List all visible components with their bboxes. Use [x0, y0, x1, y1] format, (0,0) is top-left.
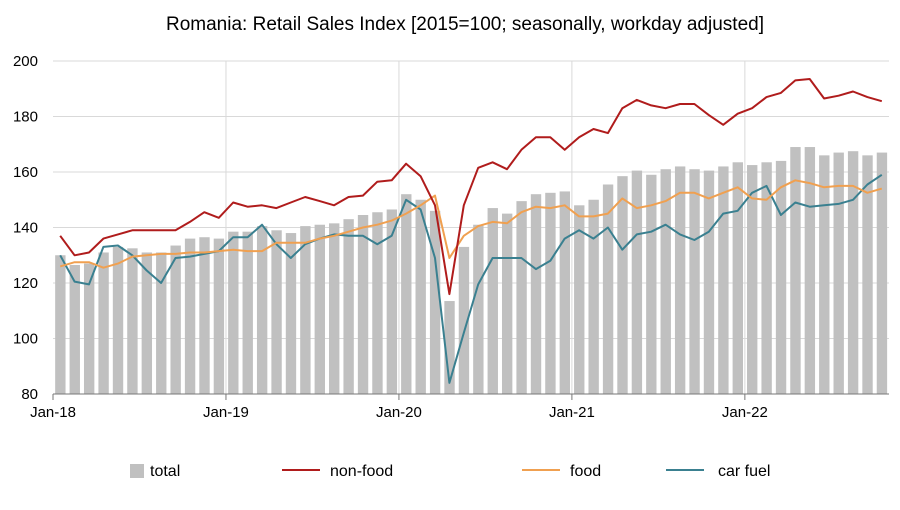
bar-total	[588, 199, 599, 394]
bar-total	[415, 199, 426, 394]
bar-total	[83, 263, 95, 394]
bar-total	[199, 237, 210, 394]
bar-total	[372, 212, 383, 394]
y-tick-label: 160	[13, 164, 38, 181]
legend-item-car-fuel: car fuel	[666, 463, 770, 481]
bar-total	[660, 169, 671, 394]
bar-total	[429, 210, 441, 394]
bar-total	[847, 151, 859, 394]
bar-total	[213, 238, 225, 394]
legend-item-non-food: non-food	[282, 463, 393, 481]
bar-total	[689, 169, 700, 394]
bar-total	[775, 160, 787, 394]
bar-total	[184, 238, 196, 394]
bar-total	[674, 166, 686, 394]
bar-total	[876, 152, 888, 394]
y-tick-label: 180	[13, 109, 38, 126]
bar-total	[631, 170, 643, 394]
bar-total	[747, 165, 758, 394]
x-tick-label: Jan-22	[722, 404, 768, 421]
bar-total	[574, 205, 585, 394]
x-tick-label: Jan-20	[376, 404, 422, 421]
bar-total	[343, 219, 354, 394]
bar-total	[617, 176, 628, 394]
bar-total	[862, 155, 873, 394]
bar-total	[300, 226, 311, 394]
bar-total	[473, 224, 484, 394]
bar-total	[401, 194, 412, 394]
bar-total	[314, 224, 325, 394]
bar-total	[732, 162, 743, 394]
bar-total	[112, 246, 124, 394]
bar-total	[98, 252, 109, 394]
bar-total	[646, 174, 657, 394]
bar-total	[444, 301, 455, 394]
line-car-fuel	[59, 173, 883, 384]
bar-total	[357, 215, 369, 394]
bar-total	[790, 147, 801, 394]
legend-swatch-total	[130, 464, 144, 478]
legend-swatch-food	[522, 468, 560, 471]
legend-label-non-food: non-food	[330, 463, 394, 480]
bar-total	[703, 170, 715, 394]
bar-total	[833, 152, 844, 394]
legend-swatch-non-food	[282, 468, 320, 471]
x-tick-label: Jan-18	[30, 404, 76, 421]
line-food	[59, 179, 883, 269]
bar-total	[602, 184, 614, 394]
bar-total	[285, 233, 297, 394]
bar-total	[256, 226, 268, 394]
bar-total	[386, 209, 398, 394]
bar-total	[141, 252, 153, 394]
bar-total	[718, 166, 729, 394]
bar-total	[329, 223, 340, 394]
bar-total	[228, 231, 239, 394]
legend-item-total: total	[130, 463, 180, 481]
bar-total	[530, 194, 542, 394]
legend-label-car-fuel: car fuel	[718, 463, 771, 480]
bar-total	[55, 255, 66, 394]
y-tick-label: 140	[13, 220, 38, 237]
bar-total	[69, 264, 80, 394]
bar-total	[458, 246, 470, 394]
bar-total	[487, 208, 498, 394]
chart-title: Romania: Retail Sales Index [2015=100; s…	[166, 14, 764, 35]
bar-total	[242, 231, 253, 394]
y-tick-label: 100	[13, 331, 38, 348]
x-tick-label: Jan-19	[203, 404, 249, 421]
bar-total	[819, 155, 830, 394]
line-non-food	[59, 78, 883, 296]
legend-label-total: total	[150, 463, 181, 480]
y-tick-label: 200	[13, 53, 38, 70]
bar-total	[501, 213, 513, 394]
legend-swatch-car-fuel	[666, 468, 704, 471]
x-tick-label: Jan-21	[549, 404, 595, 421]
bar-total	[559, 191, 571, 394]
bar-total	[516, 201, 527, 394]
bar-total	[170, 245, 181, 394]
bar-total	[761, 162, 772, 394]
bar-total	[271, 230, 282, 394]
bar-total	[545, 192, 556, 394]
legend-item-food: food	[522, 463, 601, 481]
bar-total	[804, 147, 816, 394]
y-tick-label: 120	[13, 275, 38, 292]
bar-total	[156, 252, 167, 394]
bar-total	[127, 248, 138, 394]
legend-label-food: food	[570, 463, 602, 480]
y-tick-label: 80	[21, 386, 38, 403]
